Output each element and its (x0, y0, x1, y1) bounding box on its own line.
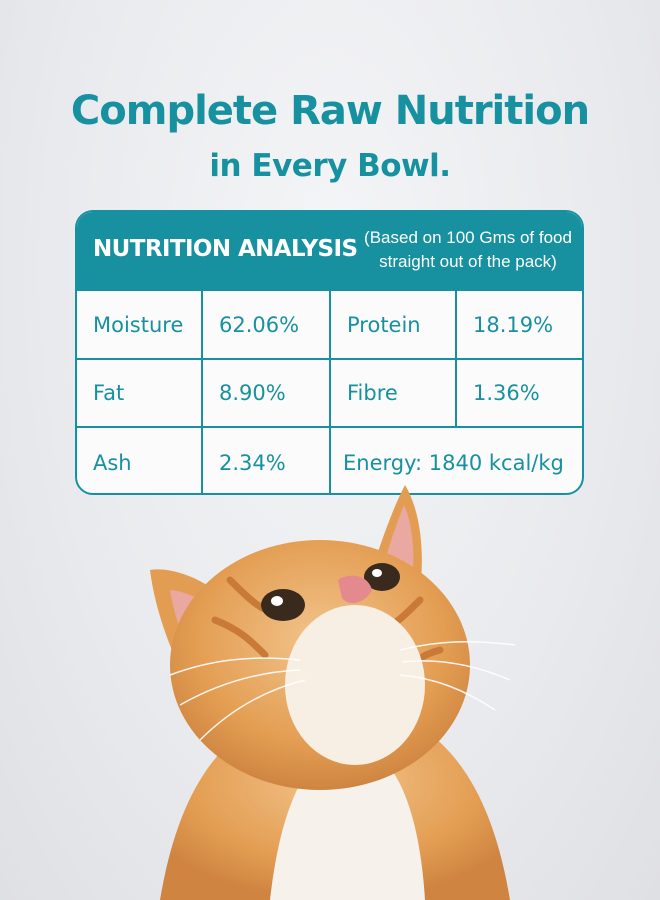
cat-left-eye (261, 589, 305, 621)
nutrition-note-line1: (Based on 100 Gms of food (364, 228, 572, 247)
cat-image (150, 485, 516, 900)
energy-value: Energy: 1840 kcal/kg (343, 450, 564, 475)
nutrition-analysis-card: NUTRITION ANALYSIS (Based on 100 Gms of … (75, 210, 584, 495)
nutrition-card-header: NUTRITION ANALYSIS (Based on 100 Gms of … (77, 212, 582, 291)
cat-right-eye (364, 563, 400, 591)
moisture-label: Moisture (77, 291, 203, 360)
nutrition-note: (Based on 100 Gms of food straight out o… (363, 226, 573, 274)
headline-subtitle: in Every Bowl. (209, 148, 451, 184)
fat-label: Fat (77, 360, 203, 428)
cat-whiskers (169, 641, 516, 741)
nutrition-heading: NUTRITION ANALYSIS (93, 236, 358, 262)
protein-value: 18.19% (457, 291, 582, 360)
protein-label: Protein (331, 291, 457, 360)
fat-value: 8.90% (203, 360, 331, 428)
cat-nose (338, 575, 372, 604)
ash-value: 2.34% (203, 428, 331, 493)
fibre-value: 1.36% (457, 360, 582, 428)
ash-label: Ash (77, 428, 203, 493)
nutrition-note-line2: straight out of the pack) (379, 252, 557, 271)
nutrition-table: Moisture 62.06% Protein 18.19% Fat 8.90%… (77, 291, 582, 493)
fibre-label: Fibre (331, 360, 457, 428)
headline-title: Complete Raw Nutrition (70, 88, 590, 134)
cat-muzzle (285, 605, 425, 765)
moisture-value: 62.06% (203, 291, 331, 360)
